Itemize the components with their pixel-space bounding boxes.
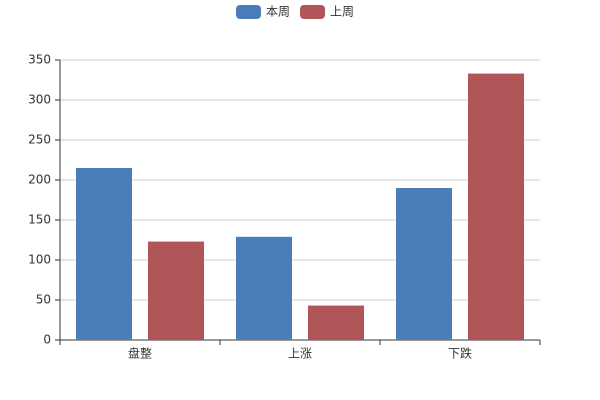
- y-tick-label: 350: [28, 53, 51, 67]
- y-tick-label: 250: [28, 133, 51, 147]
- y-tick-label: 150: [28, 213, 51, 227]
- x-tick-label: 上涨: [288, 346, 312, 361]
- legend-label: 本周: [266, 5, 290, 19]
- legend-swatch: [236, 5, 261, 19]
- y-tick-label: 50: [36, 293, 51, 307]
- bar: [236, 236, 292, 340]
- bar: [76, 168, 132, 340]
- x-tick-label: 下跌: [448, 346, 472, 361]
- y-tick-label: 0: [43, 333, 51, 347]
- legend-swatch: [300, 5, 325, 19]
- bar: [396, 188, 452, 340]
- bar: [308, 305, 364, 340]
- x-tick-label: 盘整: [128, 346, 152, 361]
- bar: [148, 241, 204, 340]
- legend-label: 上周: [330, 5, 354, 19]
- bar: [468, 73, 524, 340]
- y-tick-label: 100: [28, 253, 51, 267]
- y-tick-label: 300: [28, 93, 51, 107]
- y-tick-label: 200: [28, 173, 51, 187]
